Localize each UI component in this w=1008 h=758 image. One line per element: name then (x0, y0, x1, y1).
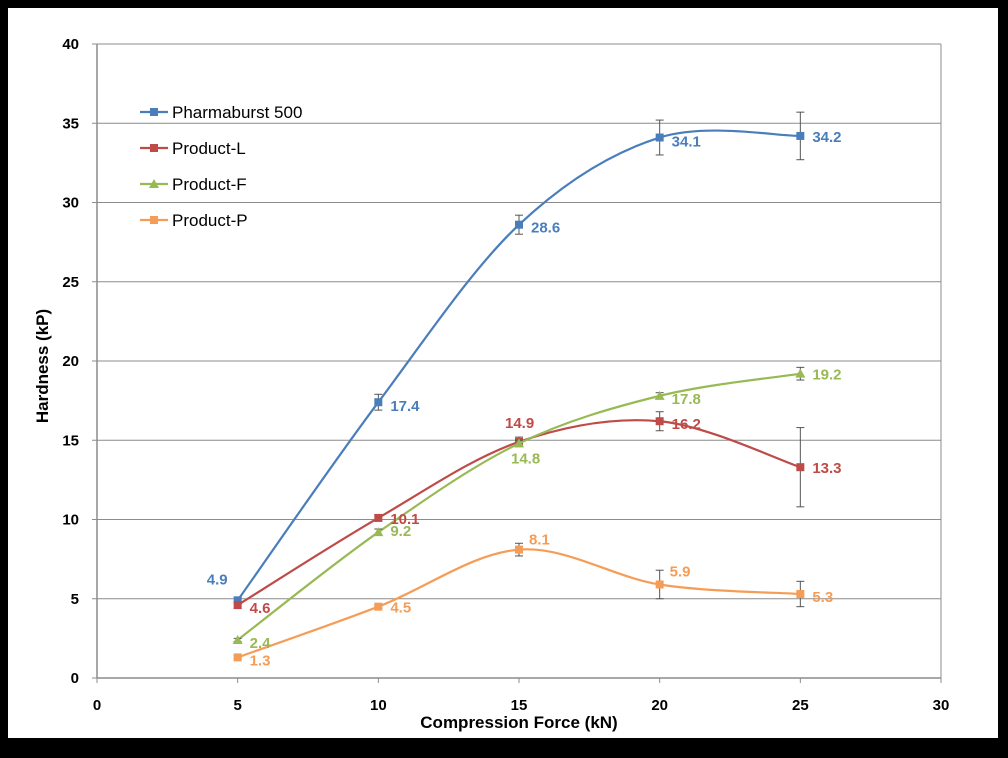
legend-entry: Product-F (140, 175, 247, 194)
legend-label: Product-F (172, 175, 247, 194)
data-point (374, 602, 383, 611)
legend-label: Product-L (172, 139, 246, 158)
hardness-line-chart: 0 5 10 15 20 25 30 0 5 10 15 20 25 30 35 40 4.9 17.4 28.6… (33, 36, 949, 732)
y-tick-label: 10 (62, 512, 79, 529)
series-line (237, 419, 801, 607)
data-point (232, 634, 243, 644)
data-label: 9.2 (390, 523, 411, 540)
y-tick-label: 15 (62, 432, 79, 449)
data-label: 1.3 (250, 652, 271, 669)
data-point (373, 527, 384, 537)
data-point (654, 390, 665, 400)
y-tick-label: 30 (62, 195, 79, 212)
series-product-p (233, 542, 805, 662)
data-point (374, 513, 383, 522)
x-tick-label: 5 (233, 697, 241, 714)
data-label: 34.2 (812, 129, 841, 146)
data-point (233, 653, 242, 662)
y-tick-label: 25 (62, 274, 79, 291)
x-axis-title: Compression Force (kN) (420, 713, 617, 732)
x-tick-label: 10 (370, 697, 387, 714)
data-label: 5.9 (670, 563, 691, 580)
data-label: 4.9 (207, 571, 228, 588)
data-label: 17.4 (390, 398, 420, 415)
legend-marker (150, 216, 158, 224)
series-line (236, 372, 801, 641)
x-tick-label: 25 (792, 697, 809, 714)
y-tick-label: 40 (62, 36, 79, 53)
data-label: 2.4 (250, 635, 272, 652)
data-point (514, 438, 524, 448)
data-label: 4.6 (250, 600, 271, 617)
data-label: 13.3 (812, 460, 841, 477)
legend-marker (150, 108, 158, 116)
series-line (237, 548, 801, 659)
series-product-f (232, 366, 806, 644)
data-label: 28.6 (531, 220, 560, 237)
data-label: 34.1 (672, 134, 701, 151)
data-point (796, 131, 805, 140)
legend-label: Product-P (172, 211, 248, 230)
legend-entry: Product-L (140, 139, 246, 158)
legend-marker (150, 144, 158, 152)
series-group (232, 111, 806, 662)
legend-entry: Product-P (140, 211, 248, 230)
series-line (236, 129, 801, 601)
tick-labels: 0 5 10 15 20 25 30 0 5 10 15 20 25 30 35 40 (62, 36, 949, 714)
data-point (515, 220, 523, 229)
y-tick-label: 20 (62, 353, 79, 370)
gridlines (97, 43, 942, 678)
data-point (233, 596, 242, 605)
data-point (233, 601, 242, 610)
y-tick-label: 5 (71, 591, 79, 608)
legend-label: Pharmaburst 500 (172, 103, 302, 122)
legend-marker (149, 179, 159, 188)
x-tick-label: 0 (93, 697, 101, 714)
y-tick-label: 0 (71, 670, 79, 687)
data-point (374, 398, 383, 407)
data-label: 19.2 (812, 367, 841, 384)
axes (92, 43, 942, 683)
data-point (796, 589, 805, 598)
x-tick-label: 30 (933, 697, 950, 714)
data-point (655, 133, 664, 142)
data-label: 14.9 (505, 415, 534, 432)
data-label: 5.3 (812, 589, 833, 606)
data-label: 17.8 (672, 391, 701, 408)
data-labels: 4.9 17.4 28.6 34.1 34.2 4.6 10.1 14.9 16.2 13.3 2.… (207, 129, 842, 669)
data-point (795, 368, 806, 378)
y-axis-title: Hardness (kP) (33, 309, 52, 423)
x-tick-label: 15 (511, 697, 528, 714)
legend-entry: Pharmaburst 500 (140, 103, 302, 122)
data-point (796, 463, 805, 472)
chart-frame: 0 5 10 15 20 25 30 0 5 10 15 20 25 30 35 40 4.9 17.4 28.6… (8, 8, 998, 738)
y-tick-label: 35 (62, 115, 79, 132)
data-point (655, 580, 664, 589)
data-label: 10.1 (390, 511, 419, 528)
series-pharmaburst-500 (233, 111, 805, 605)
data-point (515, 545, 523, 554)
x-tick-label: 20 (651, 697, 668, 714)
data-label: 4.5 (390, 600, 411, 617)
data-point (655, 417, 664, 426)
data-label: 8.1 (529, 532, 550, 549)
legend: Pharmaburst 500 Product-L Product-F Product… (140, 103, 302, 230)
data-label: 14.8 (511, 450, 540, 467)
data-label: 16.2 (672, 416, 701, 433)
